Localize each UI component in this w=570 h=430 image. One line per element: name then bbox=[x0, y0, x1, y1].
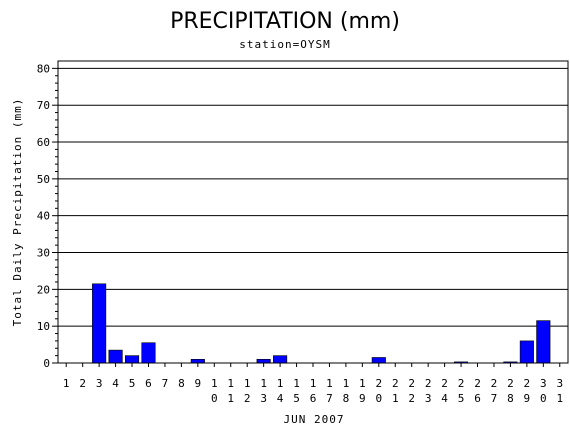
plot-frame bbox=[57, 60, 569, 364]
bar-day-14 bbox=[273, 355, 288, 364]
chart-title: PRECIPITATION (mm) bbox=[170, 9, 400, 34]
y-tick-label: 50 bbox=[37, 173, 50, 186]
bar-day-30 bbox=[536, 320, 551, 364]
y-axis-label: Total Daily Precipitation (mm) bbox=[11, 98, 24, 327]
x-tick-label-9: 9 bbox=[195, 377, 202, 390]
bar-day-3 bbox=[92, 283, 107, 364]
bar-day-20 bbox=[371, 357, 386, 364]
bar-day-29 bbox=[519, 340, 534, 364]
y-tick-label: 80 bbox=[37, 62, 50, 75]
x-tick-label-2: 2 bbox=[79, 377, 86, 390]
bars bbox=[92, 283, 551, 364]
bar-day-5 bbox=[124, 355, 140, 364]
x-tick-label-6: 6 bbox=[145, 377, 152, 390]
x-tick-label-8: 8 bbox=[178, 377, 185, 390]
x-tick-label-1: 1 bbox=[63, 377, 70, 390]
y-tick-label: 0 bbox=[43, 357, 50, 370]
x-tick-label-7: 7 bbox=[162, 377, 169, 390]
x-axis-label: JUN 2007 bbox=[284, 413, 345, 426]
y-tick-label: 10 bbox=[37, 320, 50, 333]
y-axis: 0 10 20 30 40 50 60 70 80 bbox=[37, 62, 58, 370]
x-tick-label-4: 4 bbox=[112, 377, 119, 390]
grid-lines bbox=[58, 67, 568, 327]
y-tick-label: 30 bbox=[37, 247, 50, 260]
x-axis: 1 2 3 4 5 6 7 8 9 1 01 11 21 31 41 51 61 71 81 92 02 12 22 32 42… bbox=[63, 363, 563, 405]
bar-day-4 bbox=[108, 349, 123, 364]
y-tick-label: 60 bbox=[37, 136, 50, 149]
bar-day-13 bbox=[256, 359, 271, 364]
bar-day-9 bbox=[190, 359, 205, 364]
y-tick-label: 20 bbox=[37, 283, 50, 296]
x-tick-label-3: 3 bbox=[96, 377, 103, 390]
y-tick-label: 40 bbox=[37, 210, 50, 223]
bar-day-6 bbox=[141, 342, 156, 364]
x-tick-label-5: 5 bbox=[129, 377, 136, 390]
chart-subtitle: station=OYSM bbox=[239, 38, 330, 51]
y-tick-label: 70 bbox=[37, 99, 50, 112]
